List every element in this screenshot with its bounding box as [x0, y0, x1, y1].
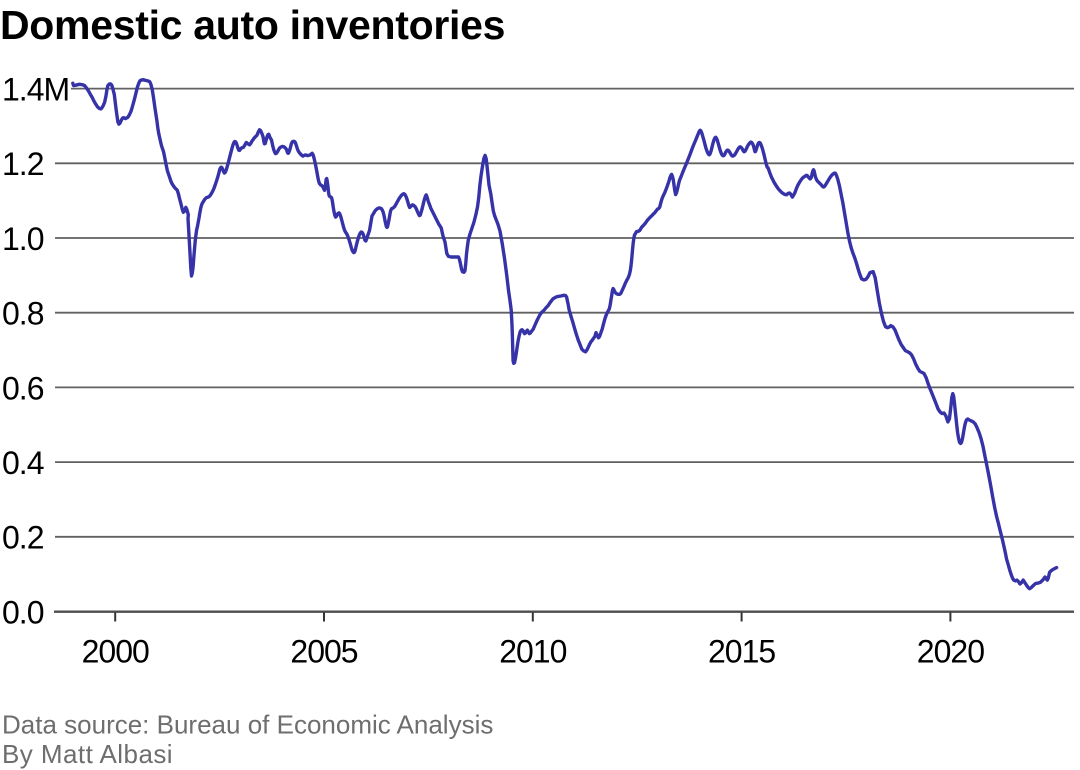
- svg-text:0.8: 0.8: [2, 296, 44, 332]
- svg-text:0.2: 0.2: [2, 520, 44, 556]
- svg-text:2005: 2005: [290, 634, 357, 670]
- svg-text:Data source: Bureau of Economi: Data source: Bureau of Economic Analysis: [2, 709, 493, 739]
- svg-text:2020: 2020: [917, 634, 984, 670]
- svg-text:0.0: 0.0: [2, 594, 44, 630]
- svg-text:0.4: 0.4: [2, 445, 44, 481]
- svg-text:1.4M: 1.4M: [2, 72, 69, 108]
- svg-text:1.2: 1.2: [2, 146, 44, 182]
- svg-text:By Matt Albasi: By Matt Albasi: [2, 739, 173, 769]
- svg-text:2010: 2010: [499, 634, 566, 670]
- svg-text:1.0: 1.0: [2, 221, 44, 257]
- svg-text:2015: 2015: [708, 634, 775, 670]
- svg-text:0.6: 0.6: [2, 370, 44, 406]
- svg-text:2000: 2000: [82, 634, 149, 670]
